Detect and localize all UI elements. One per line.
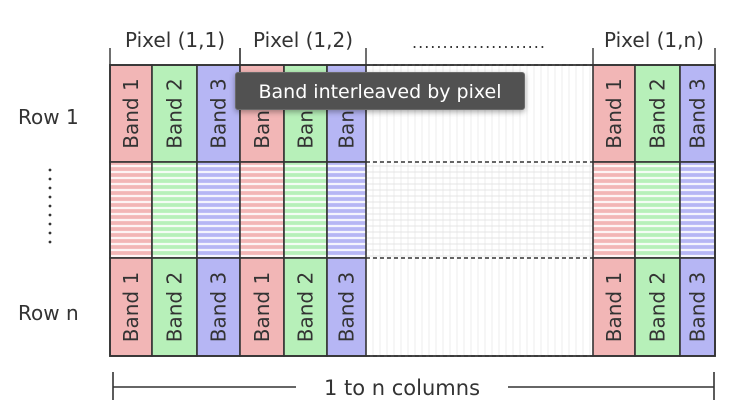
band-cell-rown <box>592 257 636 357</box>
row-label: Row n <box>18 301 79 325</box>
band-label: Band 2 <box>163 78 187 148</box>
band-label: Band 2 <box>646 78 670 148</box>
column-ellipsis: ...................... <box>412 33 546 52</box>
pixel-label: Pixel (1,n) <box>604 28 704 52</box>
band-label: Band 2 <box>646 272 670 342</box>
band-cell-rown <box>109 257 153 357</box>
tooltip: Band interleaved by pixel <box>235 72 525 110</box>
band-label: Band 1 <box>119 272 143 342</box>
row-ellipsis-dot <box>48 231 52 235</box>
band-cell-rown <box>151 257 198 357</box>
row-ellipsis-dot <box>48 213 52 217</box>
row-ellipsis-dot <box>48 177 52 181</box>
band-label: Band 3 <box>207 78 231 148</box>
row-ellipsis-dot <box>48 240 52 244</box>
band-cell-rown <box>326 257 367 357</box>
band-cell-row1 <box>634 64 681 163</box>
band-cell-row1 <box>196 64 241 163</box>
row-label: Row 1 <box>18 105 79 129</box>
row-ellipsis-dot <box>48 168 52 172</box>
columns-label: 1 to n columns <box>324 376 480 400</box>
band-label: Band 3 <box>335 272 359 342</box>
band-cell-row1 <box>679 64 716 163</box>
band-label: Band 1 <box>602 272 626 342</box>
band-cell-rown <box>283 257 328 357</box>
pixel-label: Pixel (1,2) <box>253 28 353 52</box>
row-ellipsis-dot <box>48 222 52 226</box>
band-label: Band 1 <box>119 78 143 148</box>
row-ellipsis-dot <box>48 204 52 208</box>
band-label: Band 1 <box>250 272 274 342</box>
row-ellipsis-dot <box>48 186 52 190</box>
row-ellipsis-dot <box>48 195 52 199</box>
band-label: Band 2 <box>294 272 318 342</box>
outer-border <box>109 64 716 357</box>
band-cell-rown <box>634 257 681 357</box>
band-label: Band 3 <box>686 78 710 148</box>
pixel-label: Pixel (1,1) <box>125 28 225 52</box>
band-label: Band 3 <box>686 272 710 342</box>
band-label: Band 2 <box>163 272 187 342</box>
band-label: Band 1 <box>602 78 626 148</box>
band-label: Band 3 <box>207 272 231 342</box>
